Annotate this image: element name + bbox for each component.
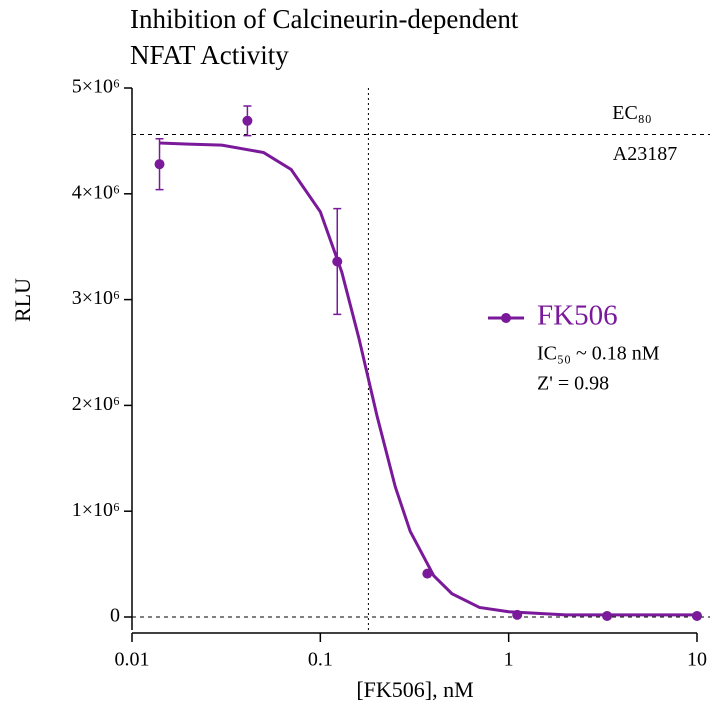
chart-title: NFAT Activity <box>130 40 289 70</box>
y-tick-label: 0 <box>110 605 120 627</box>
reference-label: A23187 <box>613 143 677 165</box>
y-axis-label: RLU <box>10 278 35 322</box>
x-tick-label: 0.1 <box>308 649 333 671</box>
x-tick-label: 1 <box>504 649 514 671</box>
data-point <box>692 610 702 621</box>
x-axis-label: [FK506], nM <box>356 677 473 702</box>
data-point <box>602 610 613 621</box>
y-tick-label: 1×10⁶ <box>72 499 120 521</box>
annotation: IC₅₀ ~ 0.18 nM <box>537 343 660 365</box>
x-tick-label: 10 <box>687 649 707 671</box>
data-point <box>422 568 433 579</box>
data-point <box>332 256 343 267</box>
data-point <box>242 115 253 126</box>
y-tick-label: 3×10⁶ <box>72 287 120 309</box>
y-tick-label: 4×10⁶ <box>72 181 120 203</box>
x-tick-label: 0.01 <box>115 649 150 671</box>
fit-curve <box>159 141 697 617</box>
legend-label: FK506 <box>537 300 618 332</box>
data-point <box>154 159 165 170</box>
reference-label: EC₈₀ <box>612 102 652 124</box>
annotation: Z' = 0.98 <box>537 373 609 395</box>
y-tick-label: 5×10⁶ <box>72 76 120 98</box>
y-tick-label: 2×10⁶ <box>72 393 120 415</box>
legend-marker <box>501 313 511 323</box>
data-point <box>512 609 523 620</box>
chart-title: Inhibition of Calcineurin-dependent <box>130 4 519 34</box>
